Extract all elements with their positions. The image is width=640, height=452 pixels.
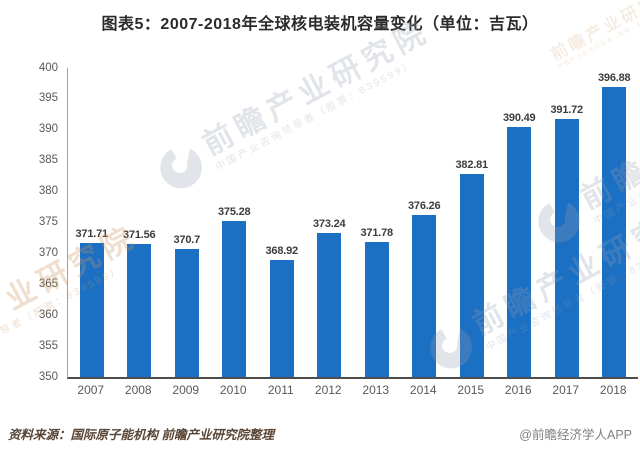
bar-value-label: 390.49 [503,111,536,124]
bar [269,260,294,377]
x-tick-label: 2013 [362,383,390,397]
bar-value-label: 376.26 [408,199,441,212]
y-tick-label: 355 [38,339,58,352]
bar [127,243,152,377]
bar [317,233,342,377]
bar-value-label: 391.72 [550,104,584,117]
y-tick-label: 360 [38,308,58,321]
bar [459,174,484,377]
bar [507,126,532,377]
bar [412,214,437,377]
bar-value-label: 375.28 [218,205,251,218]
bar-group: 376.26 [401,68,449,377]
bar-value-label: 371.78 [360,227,394,240]
y-tick-label: 365 [38,277,58,290]
bar-group: 375.28 [211,68,259,377]
bar [79,242,104,377]
x-tick-label: 2012 [314,383,342,397]
bar-group: 370.7 [163,68,211,377]
credit-note: @前瞻经济学人APP [519,428,632,442]
bar-group: 391.72 [543,68,591,377]
bar-group: 382.81 [448,68,496,377]
bar-value-label: 371.56 [123,228,156,241]
y-tick-label: 370 [38,246,58,259]
y-axis: 350 355 360 365 370 375 380 385 390 395 400 [0,62,60,383]
bar-value-label: 370.7 [173,234,201,247]
y-tick-label: 400 [38,61,58,74]
bar [222,220,247,377]
y-tick-label: 350 [38,370,58,383]
x-tick-label: 2009 [172,383,200,397]
bar-value-label: 373.24 [313,218,346,231]
x-tick-label: 2015 [457,383,485,397]
plot-area: 371.71 371.56 370.7 375.28 368.92 373.24 371.7… [67,68,638,379]
x-tick-label: 2011 [267,383,294,397]
x-tick-label: 2016 [504,383,532,397]
bar [602,87,627,377]
bar-group: 371.71 [68,68,116,377]
bar-group: 396.88 [591,68,639,377]
y-tick-label: 380 [38,185,58,198]
bar [174,249,199,377]
bar [554,119,579,377]
y-tick-label: 395 [38,92,58,105]
bar-value-label: 368.92 [265,245,299,258]
y-tick-label: 375 [38,216,58,228]
bar-group: 371.56 [116,68,164,377]
x-tick-label: 2017 [552,383,580,397]
bar-group: 368.92 [258,68,306,377]
x-tick-label: 2018 [599,383,627,397]
bar-group: 371.78 [353,68,401,377]
y-tick-label: 385 [38,154,58,167]
x-tick-label: 2010 [219,383,247,397]
bar-group: 373.24 [306,68,354,377]
bar-value-label: 382.81 [455,159,489,172]
x-axis: 2007 2008 2009 2010 2011 2012 2013 2014 2015 2016… [67,383,637,397]
x-tick-label: 2014 [409,383,437,397]
y-tick-label: 390 [38,123,58,136]
chart-title: 图表5：2007-2018年全球核电装机容量变化（单位：吉瓦） [101,16,539,33]
bar-value-label: 396.88 [598,72,631,85]
bar-group: 390.49 [496,68,544,377]
source-note: 资料来源：国际原子能机构 前瞻产业研究院整理 [8,428,274,442]
bar-value-label: 371.71 [75,227,109,240]
bar [364,242,389,377]
x-tick-label: 2008 [124,383,152,397]
x-tick-label: 2007 [77,383,105,397]
